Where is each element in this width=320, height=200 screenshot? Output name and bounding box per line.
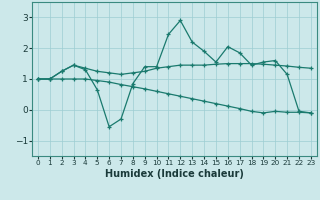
X-axis label: Humidex (Indice chaleur): Humidex (Indice chaleur) [105, 169, 244, 179]
